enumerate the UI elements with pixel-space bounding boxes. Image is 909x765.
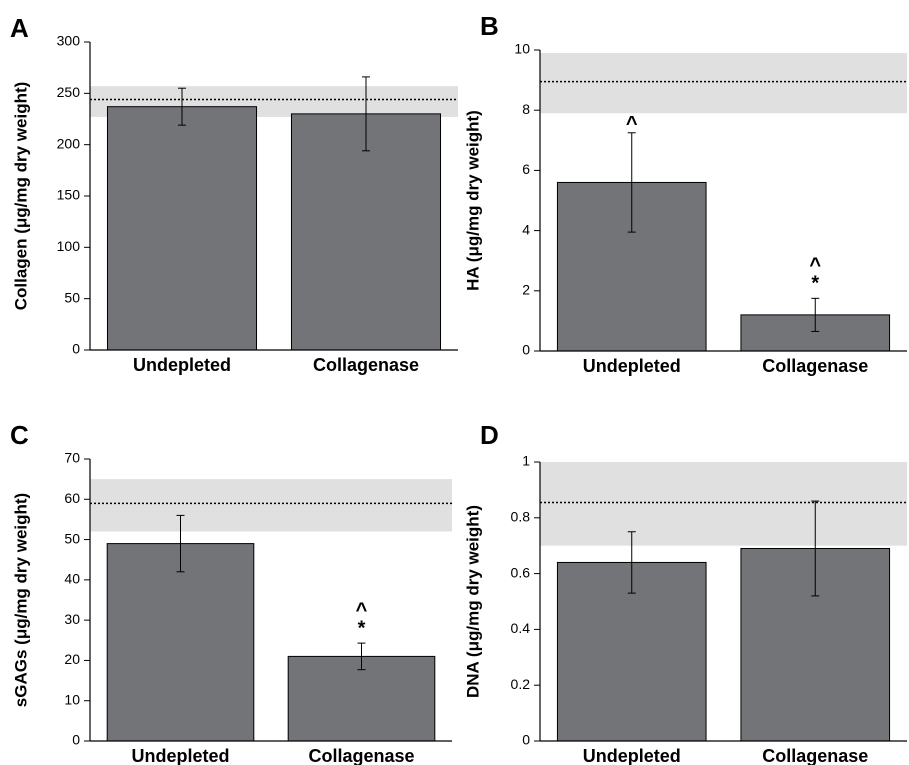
annotation: *	[358, 617, 366, 639]
y-tick-label: 1	[522, 453, 530, 469]
y-tick-label: 20	[64, 651, 80, 667]
bar	[287, 655, 436, 742]
y-tick-label: 0	[522, 342, 530, 358]
y-tick-label: 0.2	[511, 676, 531, 692]
y-tick-label: 150	[57, 187, 81, 203]
y-axis-label: sGAGs (μg/mg dry weight)	[11, 493, 30, 707]
reference-band	[90, 479, 452, 532]
y-tick-label: 2	[522, 282, 530, 298]
panel: Undepleted Collagenase 0 50 100 150 200 250 300 C…	[10, 13, 458, 375]
y-tick-label: 0	[522, 732, 530, 748]
y-tick-label: 10	[514, 41, 530, 57]
x-tick-label: Collagenase	[313, 355, 419, 375]
x-tick-label: Collagenase	[762, 356, 868, 376]
y-tick-label: 0.6	[511, 564, 531, 580]
y-tick-label: 0.8	[511, 509, 531, 525]
y-tick-label: 40	[64, 571, 80, 587]
panel: Undepleted Collagenase ^* 0 10 20 30 40 50 60 70 sG…	[10, 420, 452, 765]
y-tick-label: 250	[57, 84, 81, 100]
y-tick-label: 60	[64, 490, 80, 506]
panel-label: A	[10, 13, 29, 43]
bar	[106, 106, 258, 351]
x-tick-label: Undepleted	[133, 355, 231, 375]
annotation: *	[811, 273, 819, 295]
y-tick-label: 0.4	[511, 620, 531, 636]
y-tick-label: 70	[64, 450, 80, 466]
y-tick-label: 100	[57, 238, 81, 254]
annotation: ^	[809, 255, 821, 277]
y-axis-label: DNA (μg/mg dry weight)	[463, 505, 482, 698]
y-tick-label: 200	[57, 135, 81, 151]
panel-label: B	[480, 11, 499, 41]
y-tick-label: 10	[64, 691, 80, 707]
y-tick-label: 0	[72, 732, 80, 748]
y-tick-label: 0	[72, 341, 80, 357]
y-tick-label: 8	[522, 101, 530, 117]
y-tick-label: 50	[64, 530, 80, 546]
x-tick-label: Undepleted	[583, 356, 681, 376]
panel-label: D	[480, 420, 499, 450]
y-tick-label: 6	[522, 161, 530, 177]
y-axis-label: HA (μg/mg dry weight)	[463, 110, 482, 291]
reference-band	[540, 53, 907, 114]
panel-label: C	[10, 420, 29, 450]
x-tick-label: Collagenase	[308, 746, 414, 765]
y-tick-label: 50	[64, 289, 80, 305]
bar	[290, 113, 442, 351]
x-tick-label: Undepleted	[131, 746, 229, 765]
y-tick-label: 30	[64, 611, 80, 627]
reference-band	[540, 462, 907, 546]
x-tick-label: Undepleted	[583, 746, 681, 765]
y-tick-label: 4	[522, 221, 530, 237]
annotation: ^	[626, 113, 638, 135]
y-axis-label: Collagen (μg/mg dry weight)	[11, 82, 30, 311]
x-tick-label: Collagenase	[762, 746, 868, 765]
annotation: ^	[356, 599, 368, 621]
y-tick-label: 300	[57, 33, 81, 49]
panel: Undepleted Collagenase 0 0.2 0.4 0.6 0.8 1 DNA (…	[463, 420, 907, 765]
bar	[106, 543, 255, 742]
